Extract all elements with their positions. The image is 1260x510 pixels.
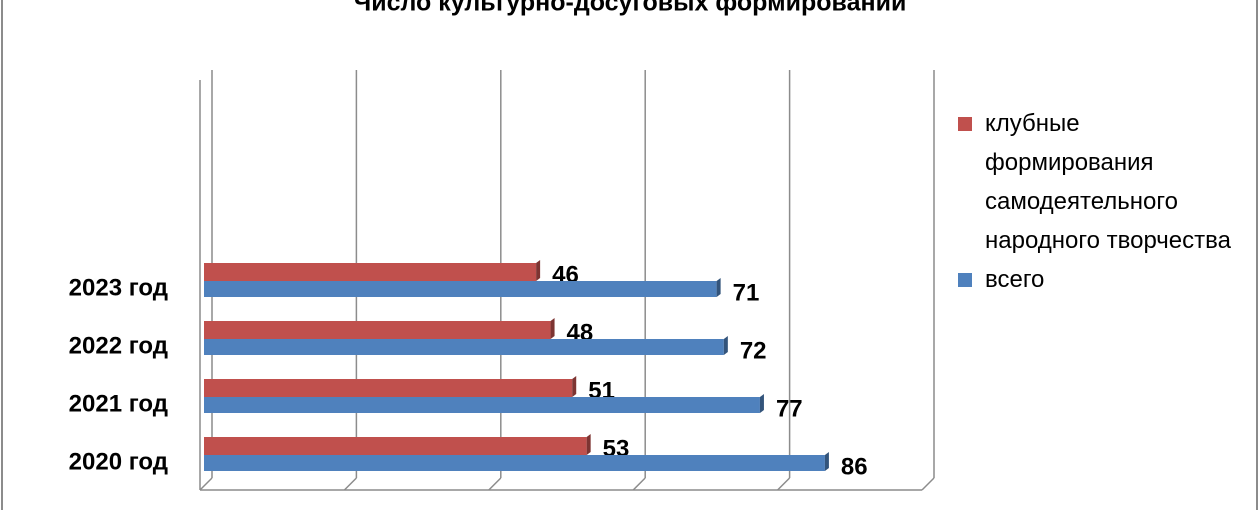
bar (204, 379, 573, 397)
bar-side (759, 394, 764, 413)
grid-line-depth (343, 477, 357, 491)
chart-title: Число культурно-досуговых формирований (354, 0, 907, 17)
legend-swatch (958, 273, 972, 287)
data-label: 72 (740, 337, 767, 364)
data-label: 71 (733, 279, 760, 306)
legend-label: всего (985, 266, 1045, 293)
y-tick-label: 2020 год (69, 448, 168, 475)
bar-side (716, 278, 721, 297)
bar (204, 281, 717, 297)
bar (204, 397, 760, 413)
bar-side (550, 318, 555, 339)
grid-line-depth (488, 477, 502, 491)
legend: клубные формирования самодеятельного нар… (958, 104, 1248, 299)
bar-side (572, 376, 577, 397)
bar (204, 263, 537, 281)
legend-item: всего (958, 260, 1248, 299)
bar-side (824, 452, 829, 471)
grid-line-depth (777, 477, 791, 491)
bar (204, 455, 825, 471)
bar (204, 339, 724, 355)
y-tick-label: 2021 год (69, 390, 168, 417)
grid-line-depth (921, 477, 935, 491)
legend-item: клубные формирования самодеятельного нар… (958, 104, 1248, 260)
grid-line-depth (632, 477, 646, 491)
bar (204, 437, 587, 455)
legend-swatch (958, 117, 972, 131)
bar (204, 321, 551, 339)
legend-label: клубные формирования самодеятельного нар… (985, 110, 1231, 254)
y-tick-label: 2023 год (69, 274, 168, 301)
data-label: 86 (841, 453, 868, 480)
grid-line-depth (199, 477, 213, 491)
bar-side (723, 336, 728, 355)
y-tick-label: 2022 год (69, 332, 168, 359)
bar-side (536, 260, 541, 281)
data-label: 77 (776, 395, 803, 422)
bar-side (586, 434, 591, 455)
